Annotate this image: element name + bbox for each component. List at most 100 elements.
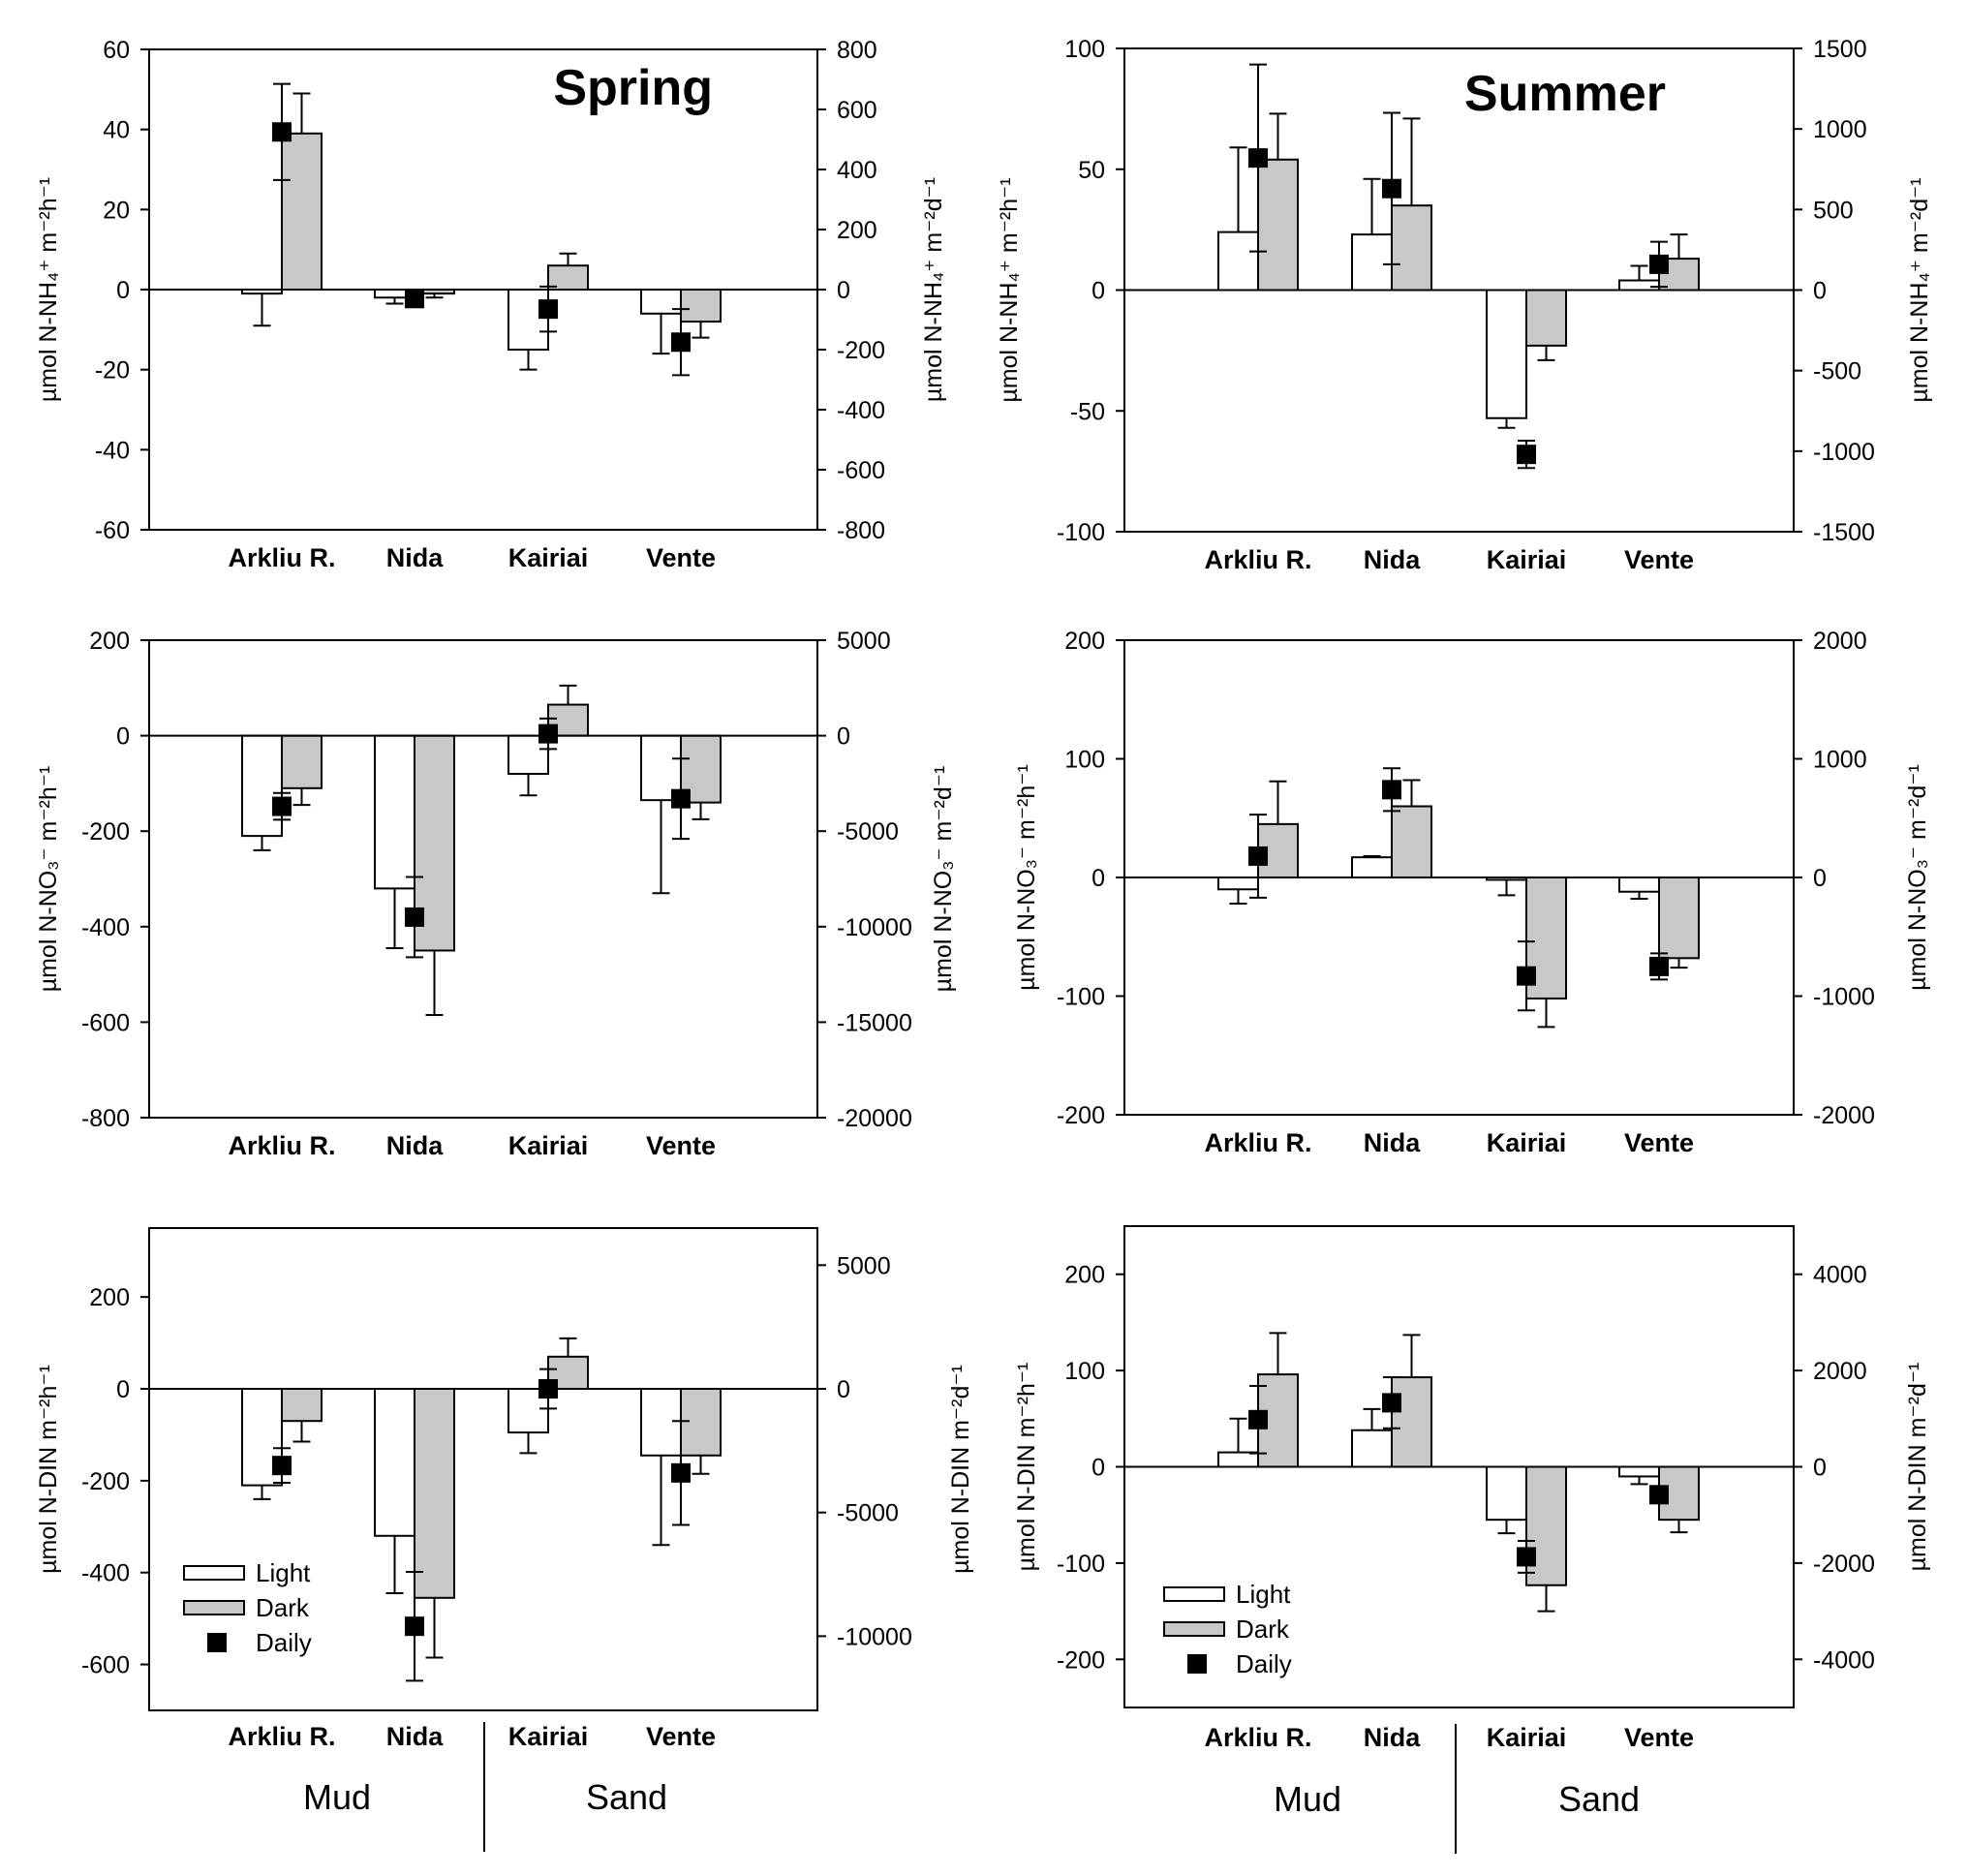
- category-label: Arkliu R.: [1204, 545, 1311, 574]
- legend-swatch-light: [183, 1565, 245, 1581]
- y-axis-label: µmol N-NO₃⁻ m⁻²h⁻¹: [35, 766, 62, 993]
- light-bar: [1618, 876, 1660, 893]
- light-bar: [1217, 231, 1259, 292]
- y2-tick-label: 200: [837, 217, 877, 244]
- y-tick-label: -200: [81, 818, 130, 846]
- dark-bar: [680, 289, 722, 323]
- y-tick-label: -400: [81, 914, 130, 941]
- y2-tick-label: -1500: [1813, 519, 1875, 546]
- daily-marker: [1248, 148, 1268, 169]
- legend: Light Dark Daily: [1163, 1580, 1292, 1678]
- y2-tick-label: -10000: [837, 914, 912, 941]
- dark-bar: [1257, 158, 1299, 292]
- daily-marker: [538, 299, 558, 320]
- y2-tick-label: 500: [1813, 197, 1854, 224]
- daily-marker: [1649, 1485, 1669, 1505]
- y2-tick-label: 0: [1813, 278, 1827, 305]
- light-bar: [1351, 1429, 1393, 1468]
- daily-marker: [405, 289, 424, 309]
- plot-frame: [148, 639, 818, 1119]
- y2-tick-label: -600: [837, 457, 885, 484]
- category-label: Arkliu R.: [228, 543, 335, 572]
- y2-tick-label: 0: [837, 1376, 850, 1403]
- y-tick-label: 200: [1064, 628, 1105, 655]
- y2-tick-label: 1000: [1813, 116, 1867, 143]
- legend-swatch-light: [1163, 1586, 1225, 1602]
- season-title: Summer: [1464, 66, 1666, 122]
- y2-tick-label: -4000: [1813, 1646, 1875, 1674]
- group-label-mud: Mud: [303, 1777, 371, 1817]
- daily-marker: [538, 723, 558, 744]
- y2-tick-label: -500: [1813, 358, 1861, 385]
- y-tick-label: 0: [1092, 865, 1105, 892]
- y2-tick-label: 2000: [1813, 628, 1867, 655]
- legend-label: Light: [1236, 1580, 1291, 1609]
- daily-marker: [1382, 1393, 1401, 1413]
- category-label: Arkliu R.: [228, 1131, 335, 1160]
- y2-tick-label: -800: [837, 517, 885, 544]
- chart-panel-spring-no3: -800 -600 -400 -200 0 200 -20000 -15000 -10000 -5…: [35, 628, 957, 1160]
- y-tick-label: 100: [1064, 36, 1105, 63]
- y-tick-label: -100: [1057, 519, 1105, 546]
- y-tick-label: -200: [1057, 1646, 1105, 1674]
- y2-tick-label: 5000: [837, 1252, 891, 1279]
- y2-tick-label: 4000: [1813, 1262, 1867, 1289]
- group-label-sand: Sand: [1558, 1779, 1640, 1819]
- legend-label: Dark: [256, 1593, 310, 1622]
- legend-label: Daily: [256, 1628, 312, 1657]
- y2-tick-label: 1500: [1813, 36, 1867, 63]
- y-tick-label: 200: [89, 1284, 130, 1311]
- light-bar: [1486, 289, 1527, 419]
- y2-tick-label: -10000: [837, 1623, 912, 1650]
- y2-tick-label: -200: [837, 337, 885, 364]
- daily-marker: [1517, 966, 1536, 986]
- y-tick-label: -50: [1070, 398, 1105, 425]
- y2-tick-label: 0: [1813, 865, 1827, 892]
- y2-axis-label: µmol N-DIN m⁻²d⁻¹: [1904, 1363, 1931, 1572]
- daily-marker: [1382, 178, 1401, 199]
- category-label: Arkliu R.: [1204, 1128, 1311, 1157]
- y2-tick-label: -5000: [837, 1500, 899, 1527]
- category-label: Nida: [386, 543, 444, 572]
- y-tick-label: -600: [81, 1009, 130, 1036]
- daily-marker: [1517, 1547, 1536, 1567]
- light-bar: [374, 734, 415, 890]
- light-bar: [1217, 876, 1259, 891]
- y2-tick-label: -1000: [1813, 984, 1875, 1011]
- y-tick-label: -400: [81, 1560, 130, 1587]
- daily-marker: [272, 796, 292, 816]
- chart-panel-summer-din: -200 -100 0 100 200 -4000 -2000 0 2000 4000 µmol N…: [1013, 1225, 1931, 1854]
- daily-marker: [1649, 956, 1669, 976]
- daily-marker: [272, 122, 292, 142]
- light-bar: [241, 734, 283, 838]
- dark-bar: [1391, 805, 1432, 878]
- y-tick-label: -100: [1057, 984, 1105, 1011]
- y-tick-label: 0: [1092, 278, 1105, 305]
- category-label: Vente: [646, 1722, 716, 1751]
- y2-tick-label: -2000: [1813, 1551, 1875, 1578]
- dark-bar: [1525, 289, 1567, 347]
- daily-marker: [272, 1456, 292, 1476]
- group-label-sand: Sand: [586, 1777, 667, 1817]
- daily-marker: [1248, 846, 1268, 866]
- dark-bar: [1525, 1465, 1567, 1586]
- category-label: Arkliu R.: [228, 1722, 335, 1751]
- y2-tick-label: 2000: [1813, 1358, 1867, 1385]
- y-tick-label: -800: [81, 1105, 130, 1132]
- category-label: Nida: [1364, 545, 1421, 574]
- category-label: Nida: [1364, 1128, 1421, 1157]
- y2-axis-label: µmol N-NH₄⁺ m⁻²d⁻¹: [920, 177, 947, 402]
- chart-panel-spring-din: -600 -400 -200 0 200 -10000 -5000 0 5000 µmol N-D…: [35, 1227, 974, 1852]
- y2-tick-label: -1000: [1813, 439, 1875, 466]
- category-label: Vente: [1624, 1723, 1694, 1752]
- light-bar: [374, 1388, 415, 1537]
- category-label: Vente: [1624, 545, 1694, 574]
- light-bar: [1618, 279, 1660, 292]
- y2-tick-label: 600: [837, 97, 877, 124]
- y2-axis-label: µmol N-NO₃⁻ m⁻²d⁻¹: [1904, 764, 1931, 991]
- category-label: Kairiai: [1487, 1723, 1567, 1752]
- y-tick-label: 100: [1064, 747, 1105, 774]
- category-label: Kairiai: [1487, 1128, 1567, 1157]
- y2-tick-label: 0: [837, 277, 850, 304]
- legend-swatch-dark: [1163, 1621, 1225, 1637]
